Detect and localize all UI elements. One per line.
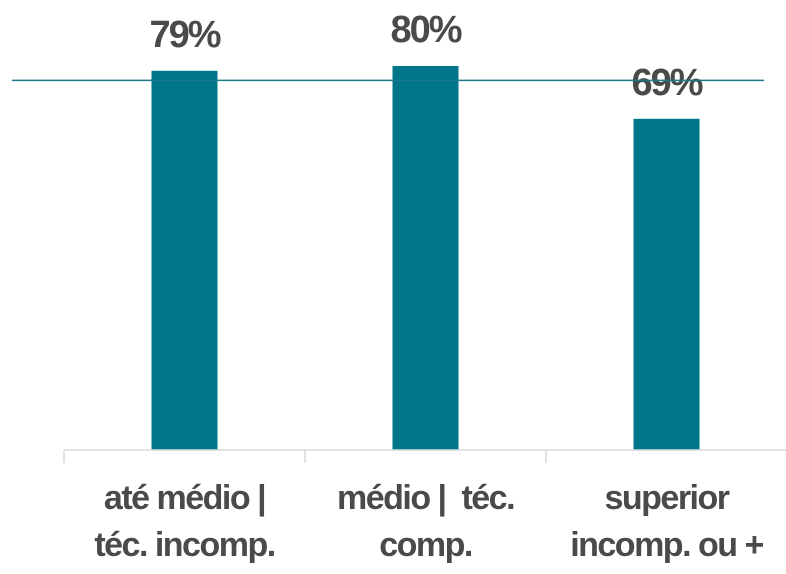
bar (392, 66, 459, 450)
x-tick-label: téc. incomp. (94, 526, 274, 564)
value-labels-layer: 79% 80% 69% (149, 9, 704, 104)
x-tick-label: incomp. ou + (570, 526, 763, 564)
x-axis (63, 449, 786, 463)
x-tick-label: superior (604, 479, 729, 517)
data-label: 69% (631, 62, 702, 104)
x-tick-label: médio | téc. (337, 479, 514, 517)
bars-layer (151, 66, 700, 451)
bar (633, 118, 700, 451)
x-tick-label: comp. (379, 526, 472, 564)
x-tick-label: até médio | (104, 479, 265, 517)
data-label: 80% (390, 9, 461, 51)
bar (151, 70, 218, 451)
category-labels-layer: até médio | téc. incomp. médio | téc. comp.… (94, 479, 765, 564)
data-label: 79% (149, 14, 220, 56)
